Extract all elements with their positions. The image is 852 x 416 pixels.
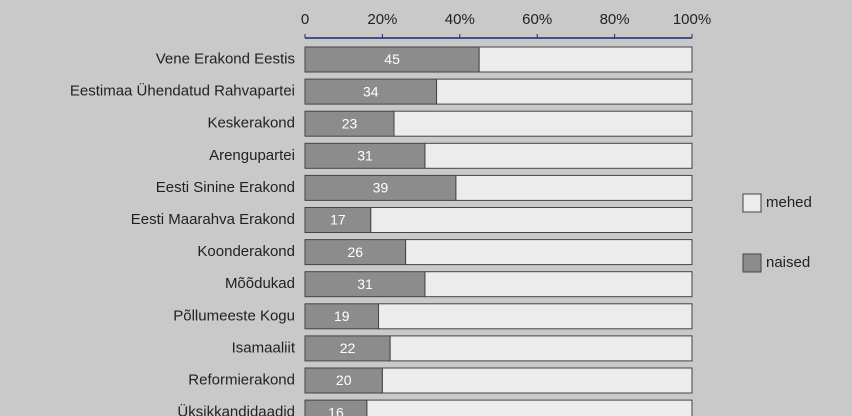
value-label: 17	[330, 212, 346, 228]
bar-segment	[389, 335, 693, 362]
bar-segment	[405, 239, 693, 266]
legend-swatch	[742, 193, 762, 213]
category-label: Reformierakond	[188, 371, 295, 388]
bar-segment	[436, 78, 693, 105]
bar-segment	[393, 110, 693, 137]
legend-label: mehed	[766, 194, 812, 211]
category-label: Mõõdukad	[225, 275, 295, 292]
bar-segment	[304, 303, 380, 330]
bar-segment	[304, 174, 457, 201]
value-label: 19	[334, 308, 350, 324]
x-tick-label: 80%	[600, 11, 630, 28]
x-tick-label: 40%	[445, 11, 475, 28]
bar-segment	[304, 207, 372, 233]
value-label: 20	[336, 372, 352, 388]
value-label: 23	[342, 115, 358, 131]
category-label: Koonderakond	[197, 243, 295, 260]
value-label: 39	[373, 180, 389, 196]
bar-segment	[304, 367, 383, 394]
value-label: 22	[340, 340, 356, 356]
category-label: Keskerakond	[207, 115, 295, 132]
category-label: Eesti Maarahva Erakond	[131, 211, 295, 228]
bar-segment	[478, 46, 693, 73]
value-label: 45	[384, 51, 400, 67]
bar-segment	[304, 110, 395, 137]
bar-segment	[381, 367, 693, 394]
x-tick-label: 100%	[673, 11, 711, 28]
value-label: 31	[357, 276, 373, 292]
bar-segment	[424, 142, 693, 169]
value-label: 31	[357, 148, 373, 164]
bar-segment	[455, 174, 693, 201]
category-label: Isamaaliit	[232, 339, 296, 356]
bar-segment	[304, 78, 438, 105]
x-tick-label: 0	[301, 11, 309, 28]
category-label: Eestimaa Ühendatud Rahvapartei	[70, 82, 295, 100]
bar-segment	[304, 46, 480, 73]
bar-segment	[304, 142, 426, 169]
bar-segment	[370, 207, 693, 233]
value-label: 26	[348, 244, 364, 260]
category-label: Arengupartei	[209, 147, 295, 164]
category-label: Eesti Sinine Erakond	[156, 179, 295, 196]
bar-segment	[424, 271, 693, 298]
category-label: Üksikkandidaadid	[177, 403, 295, 416]
category-label: Põllumeeste Kogu	[173, 307, 295, 324]
x-tick-label: 20%	[367, 11, 397, 28]
legend-label: naised	[766, 254, 810, 271]
legend-swatch	[742, 253, 762, 273]
value-label: 16	[328, 404, 344, 416]
value-label: 34	[363, 83, 379, 99]
category-label: Vene Erakond Eestis	[156, 50, 295, 67]
bar-segment	[366, 399, 693, 416]
bar-segment	[378, 303, 693, 330]
x-tick-label: 60%	[522, 11, 552, 28]
